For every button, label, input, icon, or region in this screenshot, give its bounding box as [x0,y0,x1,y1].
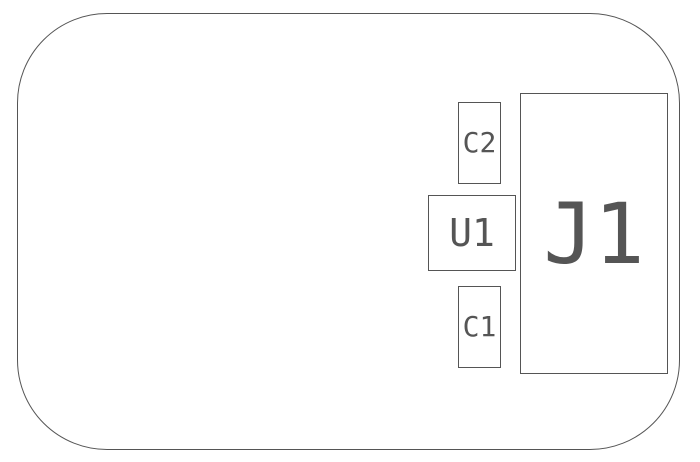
board-outline [17,13,680,450]
component-j1-label: J1 [543,184,645,283]
component-j1[interactable]: J1 [520,93,668,374]
component-u1-label: U1 [449,211,495,255]
component-c1[interactable]: C1 [458,286,501,368]
component-c1-label: C1 [462,310,497,343]
component-u1[interactable]: U1 [428,195,516,271]
component-c2[interactable]: C2 [458,102,501,184]
component-c2-label: C2 [462,126,497,159]
